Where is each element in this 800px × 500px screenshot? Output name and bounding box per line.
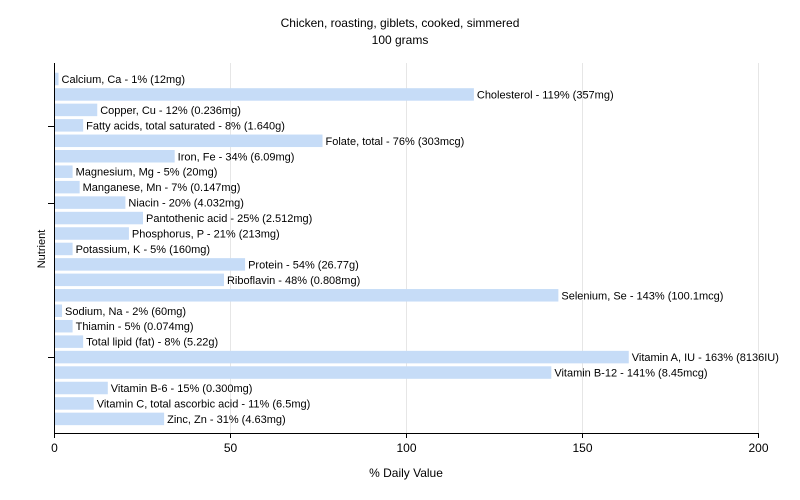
bar (55, 150, 175, 163)
bar (55, 289, 559, 302)
x-tick-label: 0 (51, 441, 58, 455)
bar-label: Protein - 54% (26.77g) (248, 259, 359, 271)
bar-label: Copper, Cu - 12% (0.236mg) (100, 105, 241, 117)
bar (55, 412, 165, 426)
bar-label: Vitamin C, total ascorbic acid - 11% (6.… (97, 398, 311, 410)
y-axis-label: Nutrient (36, 230, 48, 269)
chart-title: Chicken, roasting, giblets, cooked, simm… (280, 16, 520, 30)
bar-label: Thiamin - 5% (0.074mg) (76, 321, 194, 333)
bar-label: Phosphorus, P - 21% (213mg) (132, 229, 280, 241)
bar-label: Vitamin A, IU - 163% (8136IU) (632, 352, 779, 364)
bar (55, 350, 629, 364)
bar (55, 335, 84, 348)
bar-label: Vitamin B-6 - 15% (0.300mg) (111, 383, 253, 395)
x-tick-label: 150 (572, 441, 592, 455)
x-tick-label: 100 (396, 441, 416, 455)
bar-label: Calcium, Ca - 1% (12mg) (62, 74, 185, 86)
x-tick-label: 50 (224, 441, 238, 455)
bar (55, 119, 84, 132)
bar (55, 397, 94, 410)
bar (55, 273, 224, 287)
bar-label: Cholesterol - 119% (357mg) (477, 89, 614, 101)
bar-label: Potassium, K - 5% (160mg) (76, 244, 211, 256)
bar (55, 165, 73, 178)
bar (55, 211, 143, 225)
bar (55, 366, 552, 379)
bar (55, 180, 80, 194)
bar-label: Folate, total - 76% (303mcg) (326, 136, 465, 148)
bar-label: Vitamin B-12 - 141% (8.45mcg) (554, 368, 707, 380)
bar (55, 381, 108, 395)
x-tick-label: 200 (748, 441, 768, 455)
x-ticks: 0 50 100 150 200 (51, 433, 769, 455)
bar (55, 72, 59, 86)
bar (55, 103, 98, 117)
bar-label: Selenium, Se - 143% (100.1mcg) (561, 290, 723, 302)
bar (55, 258, 246, 271)
bar-label: Sodium, Na - 2% (60mg) (65, 306, 186, 318)
bar-label: Total lipid (fat) - 8% (5.22g) (86, 337, 218, 349)
bar-label: Riboflavin - 48% (0.808mg) (227, 275, 360, 287)
bar-label: Iron, Fe - 34% (6.09mg) (178, 151, 295, 163)
bar-label: Zinc, Zn - 31% (4.63mg) (167, 414, 286, 426)
bar (55, 242, 73, 256)
bar (55, 134, 323, 148)
bar (55, 304, 63, 317)
bar-label: Fatty acids, total saturated - 8% (1.640… (86, 120, 285, 132)
bar (55, 227, 129, 240)
bar (55, 196, 126, 209)
bars: Calcium, Ca - 1% (12mg) Cholesterol - 119… (55, 72, 779, 426)
chart-subtitle: 100 grams (371, 33, 429, 47)
bar (55, 88, 474, 101)
bar-label: Manganese, Mn - 7% (0.147mg) (83, 182, 241, 194)
bar-label: Pantothenic acid - 25% (2.512mg) (146, 213, 312, 225)
bar-label: Magnesium, Mg - 5% (20mg) (76, 167, 218, 179)
bar-label: Niacin - 20% (4.032mg) (128, 198, 244, 210)
x-axis-label: % Daily Value (369, 466, 443, 480)
bar (55, 319, 73, 333)
